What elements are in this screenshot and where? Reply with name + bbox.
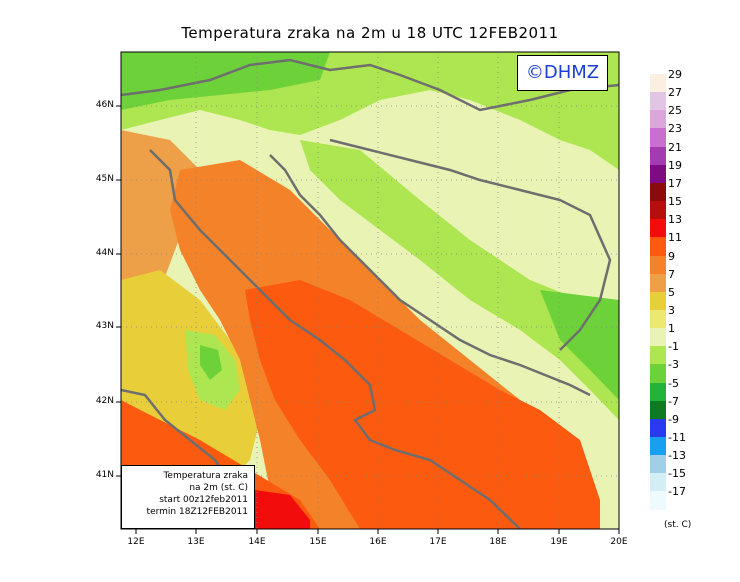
lat-label-45n: 45N xyxy=(95,174,114,184)
southeast-green-patch xyxy=(540,290,619,400)
legend-label: 27 xyxy=(668,86,682,100)
legend-label: 11 xyxy=(668,231,682,245)
legend-label: 3 xyxy=(668,303,675,317)
lon-label-14e: 14E xyxy=(248,537,266,547)
lat-label-42n: 42N xyxy=(95,396,114,406)
legend-label: 23 xyxy=(668,122,682,136)
legend-swatch xyxy=(650,237,666,256)
legend-label: 17 xyxy=(668,176,682,190)
lon-label-13e: 13E xyxy=(187,537,205,547)
lon-label-17e: 17E xyxy=(429,537,447,547)
legend-label: -11 xyxy=(668,431,686,444)
tick-marks xyxy=(116,105,620,534)
grid-lines xyxy=(121,52,619,529)
italy-east-coast xyxy=(149,149,521,529)
legend-swatch xyxy=(650,201,666,220)
lon-label-20e: 20E xyxy=(610,537,628,547)
info-line-start: start 00z12feb2011 xyxy=(159,495,248,505)
legend-label: -3 xyxy=(668,358,679,372)
lat-label-43n: 43N xyxy=(95,321,114,331)
lat-label-41n: 41N xyxy=(95,470,114,480)
legend-swatch xyxy=(650,400,666,420)
bosnia-border xyxy=(329,138,612,351)
legend-swatch xyxy=(650,346,666,365)
legend-swatch xyxy=(650,491,666,511)
legend-swatch xyxy=(650,437,666,456)
legend-label: -17 xyxy=(668,485,686,499)
dinaric-green-band xyxy=(300,140,619,420)
legend-swatch xyxy=(650,255,666,275)
info-line-variable: Temperatura zraka xyxy=(163,471,248,481)
legend-swatch xyxy=(650,309,666,329)
map-title: Temperatura zraka na 2m u 18 UTC 12FEB20… xyxy=(181,24,559,42)
legend-swatch xyxy=(650,473,666,492)
legend-label: 1 xyxy=(668,322,675,336)
legend-swatch xyxy=(650,146,666,166)
legend-swatch xyxy=(650,92,666,111)
legend-label: 7 xyxy=(668,267,675,281)
info-box: Temperatura zraka na 2m (st. C) start 00… xyxy=(121,465,255,529)
adriatic-hot-core xyxy=(245,280,600,529)
legend-label: -7 xyxy=(668,394,679,408)
lat-label-46n: 46N xyxy=(95,100,114,110)
dinaric-pale-band xyxy=(380,160,619,300)
legend-swatch xyxy=(650,328,666,347)
lon-label-12e: 12E xyxy=(127,537,145,547)
legend-swatch xyxy=(650,164,666,184)
legend-label: 19 xyxy=(668,158,682,172)
legend-swatch xyxy=(650,291,666,311)
legend-swatch xyxy=(650,418,666,438)
legend-swatch xyxy=(650,455,666,474)
lon-label-19e: 19E xyxy=(550,537,568,547)
legend-label: -9 xyxy=(668,412,679,426)
legend-swatch xyxy=(650,128,666,148)
legend-swatch xyxy=(650,74,666,93)
legend-unit: (st. C) xyxy=(664,520,692,530)
dhmz-logo: ©DHMZ xyxy=(517,55,608,91)
legend-swatch xyxy=(650,382,666,402)
legend-label: 13 xyxy=(668,213,682,227)
north-border xyxy=(121,58,619,112)
legend-label: 15 xyxy=(668,195,682,209)
legend-label: 25 xyxy=(668,104,682,118)
legend-label: -13 xyxy=(668,449,686,463)
legend-swatch xyxy=(650,273,666,293)
legend-label: -1 xyxy=(668,340,679,354)
legend-label: 29 xyxy=(668,68,682,81)
info-line-termin: termin 18Z12FEB2011 xyxy=(146,507,248,517)
legend-label: -5 xyxy=(668,376,679,390)
legend-label: 5 xyxy=(668,285,675,299)
apennine-dark-green xyxy=(200,345,222,380)
lon-label-18e: 18E xyxy=(489,537,507,547)
legend-swatch xyxy=(650,110,666,129)
legend-label: 9 xyxy=(668,249,675,263)
lat-label-44n: 44N xyxy=(95,248,114,258)
south-tip-hot xyxy=(255,490,310,529)
lon-label-16e: 16E xyxy=(369,537,387,547)
legend-label: -15 xyxy=(668,467,686,481)
map-frame xyxy=(120,51,620,530)
croatia-coast xyxy=(269,154,591,397)
alps-green-patch xyxy=(121,52,330,110)
lon-label-15e: 15E xyxy=(309,537,327,547)
legend-label: 21 xyxy=(668,140,682,154)
legend-swatch xyxy=(650,182,666,202)
info-line-unit: na 2m (st. C) xyxy=(189,483,248,493)
legend-swatch xyxy=(650,219,666,238)
legend-swatch xyxy=(650,364,666,384)
